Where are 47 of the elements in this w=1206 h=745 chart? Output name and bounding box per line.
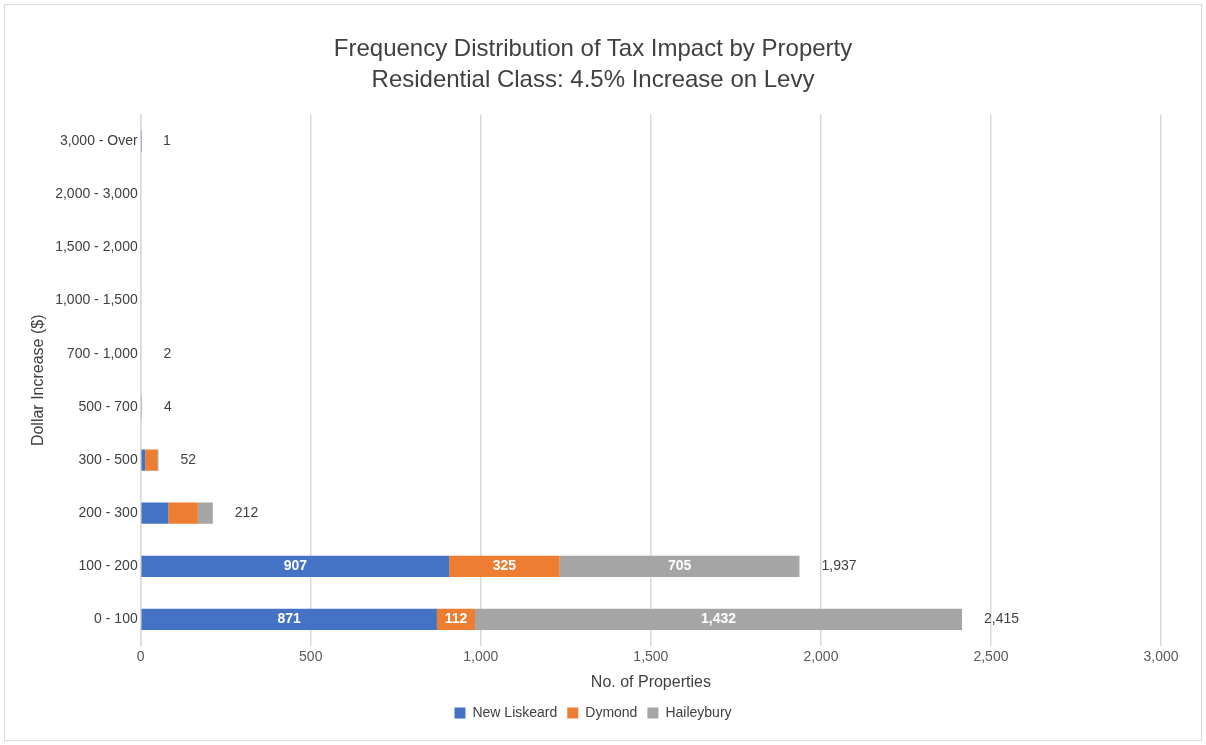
bar xyxy=(449,555,560,577)
bar xyxy=(141,555,450,577)
y-tick-label: 300 - 500 xyxy=(78,450,138,467)
x-axis-title: No. of Properties xyxy=(590,672,711,690)
y-axis-title: Dollar Increase ($) xyxy=(29,314,47,447)
y-tick-label: 0 - 100 xyxy=(94,610,138,627)
bar xyxy=(141,449,146,471)
total-label: 52 xyxy=(180,450,197,467)
data-label: 705 xyxy=(667,557,692,574)
x-tick-label: 500 xyxy=(299,648,323,665)
data-label: 871 xyxy=(277,610,302,627)
bar xyxy=(145,449,158,471)
data-label: 907 xyxy=(283,557,308,574)
total-label: 2 xyxy=(163,344,172,361)
total-label: 212 xyxy=(234,504,259,521)
y-tick-label: 1,500 - 2,000 xyxy=(55,238,138,255)
total-label: 1 xyxy=(163,132,172,149)
data-label: 112 xyxy=(444,610,468,627)
y-tick-label: 2,000 - 3,000 xyxy=(55,185,138,202)
total-label: 1,937 xyxy=(821,557,857,574)
bar xyxy=(475,608,963,631)
chart-title: Frequency Distribution of Tax Impact by Property xyxy=(333,34,853,62)
bar xyxy=(141,502,169,524)
y-tick-label: 3,000 - Over xyxy=(59,132,139,149)
y-tick-label: 100 - 200 xyxy=(78,557,138,574)
x-tick-label: 1,000 xyxy=(463,648,499,665)
legend-label: Dymond xyxy=(585,703,638,720)
bar xyxy=(197,502,213,524)
y-tick-label: 1,000 - 1,500 xyxy=(55,291,138,308)
bar xyxy=(141,608,437,631)
x-tick-label: 3,000 xyxy=(1143,648,1179,665)
y-tick-label: 700 - 1,000 xyxy=(66,344,138,361)
y-tick-label: 500 - 700 xyxy=(78,397,138,414)
legend-label: New Liskeard xyxy=(472,703,558,720)
data-label: 1,432 xyxy=(701,610,737,627)
chart-subtitle: Residential Class: 4.5% Increase on Levy xyxy=(371,64,815,92)
bar xyxy=(168,502,198,524)
total-label: 4 xyxy=(164,397,173,414)
x-tick-label: 2,500 xyxy=(973,648,1009,665)
total-label: 2,415 xyxy=(984,610,1020,627)
x-tick-label: 0 xyxy=(136,648,145,665)
y-tick-label: 200 - 300 xyxy=(78,504,138,521)
x-tick-label: 1,500 xyxy=(633,648,669,665)
legend-label: Haileybury xyxy=(665,703,732,720)
x-tick-label: 2,000 xyxy=(803,648,839,665)
data-label: 325 xyxy=(492,557,517,574)
bar xyxy=(559,555,800,577)
